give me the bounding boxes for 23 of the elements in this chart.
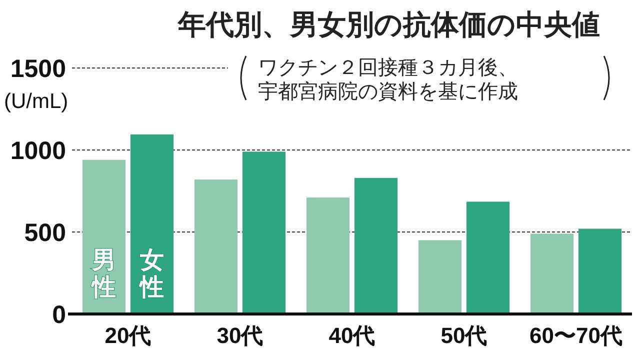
x-tick-label: 30代: [216, 323, 264, 348]
x-tick-label: 40代: [328, 323, 376, 348]
x-tick-label: 20代: [104, 323, 152, 348]
chart-title: 年代別、男女別の抗体価の中央値: [177, 9, 600, 40]
bar: [578, 228, 622, 314]
series-label: 男性: [90, 247, 116, 301]
y-tick-label: 1000: [10, 137, 66, 165]
bar: [354, 178, 398, 314]
x-tick-label: 60〜70代: [530, 323, 622, 348]
bar: [306, 198, 350, 314]
bar: [530, 234, 574, 314]
bar: [194, 180, 238, 314]
y-tick-label: 1500: [10, 55, 66, 83]
bar: [130, 134, 174, 314]
y-tick-label: 0: [52, 301, 66, 329]
y-tick-label: 500: [24, 219, 66, 247]
x-tick-label: 50代: [440, 323, 488, 348]
bar: [242, 152, 286, 314]
y-axis-title: (U/mL): [4, 90, 68, 113]
bar: [418, 240, 462, 314]
series-label: 女性: [138, 247, 164, 301]
bar: [466, 202, 510, 314]
annotation: ワクチン２回接種３カ月後、宇都宮病院の資料を基に作成: [258, 57, 518, 103]
